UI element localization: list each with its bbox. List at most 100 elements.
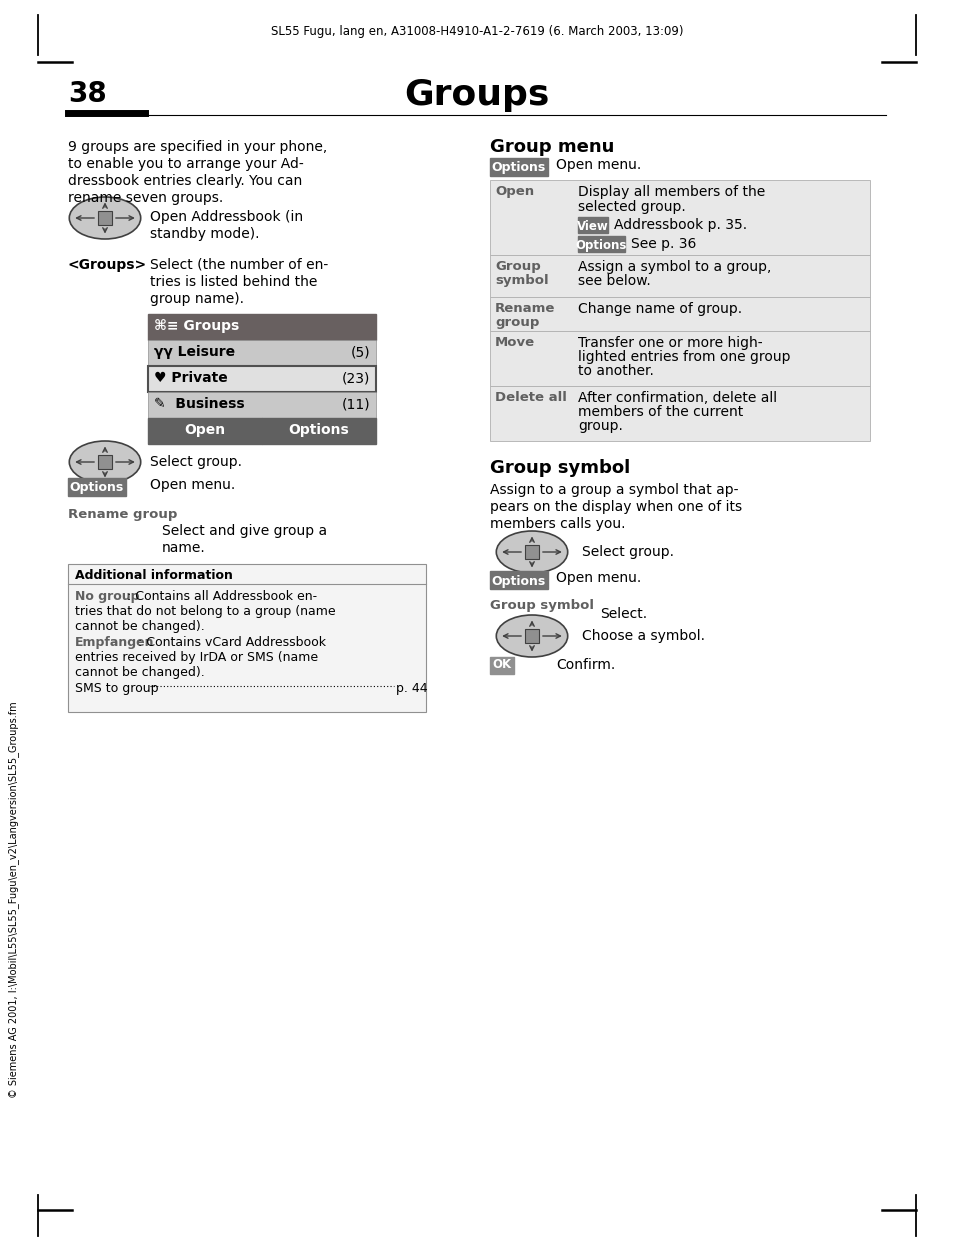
Text: name.: name.	[162, 541, 206, 554]
Text: Group menu: Group menu	[490, 138, 614, 156]
Text: No group: No group	[75, 591, 139, 603]
Text: pears on the display when one of its: pears on the display when one of its	[490, 500, 741, 515]
Text: ♥ Private: ♥ Private	[153, 371, 228, 385]
Text: SL55 Fugu, lang en, A31008-H4910-A1-2-7619 (6. March 2003, 13:09): SL55 Fugu, lang en, A31008-H4910-A1-2-76…	[271, 25, 682, 37]
Text: SMS to group: SMS to group	[75, 682, 158, 695]
Text: group: group	[495, 316, 538, 329]
Text: Select and give group a: Select and give group a	[162, 525, 327, 538]
Text: group name).: group name).	[150, 292, 244, 307]
Text: Empfangen: Empfangen	[75, 635, 154, 649]
Bar	[490, 386, 869, 441]
Bar	[490, 255, 869, 297]
Text: members calls you.: members calls you.	[490, 517, 625, 531]
Text: group.: group.	[578, 419, 622, 434]
Text: Transfer one or more high-: Transfer one or more high-	[578, 336, 761, 350]
Text: See p. 36: See p. 36	[630, 237, 696, 250]
Text: <Groups>: <Groups>	[68, 258, 147, 272]
Text: to enable you to arrange your Ad-: to enable you to arrange your Ad-	[68, 157, 303, 171]
Text: (11): (11)	[341, 397, 370, 411]
Text: : Contains vCard Addressbook: : Contains vCard Addressbook	[138, 635, 326, 649]
Text: 9 groups are specified in your phone,: 9 groups are specified in your phone,	[68, 140, 327, 155]
Text: Change name of group.: Change name of group.	[578, 302, 741, 316]
Text: selected group.: selected group.	[578, 201, 685, 214]
Text: : Contains all Addressbook en-: : Contains all Addressbook en-	[127, 591, 316, 603]
Text: Confirm.: Confirm.	[556, 658, 615, 672]
Ellipse shape	[70, 441, 140, 483]
Bar	[490, 179, 869, 255]
Text: lighted entries from one group: lighted entries from one group	[578, 350, 790, 364]
Text: Assign a symbol to a group,: Assign a symbol to a group,	[578, 260, 771, 274]
Text: Addressbook p. 35.: Addressbook p. 35.	[614, 218, 746, 232]
Text: Open: Open	[184, 422, 225, 437]
Text: tries is listed behind the: tries is listed behind the	[150, 275, 317, 289]
Text: entries received by IrDA or SMS (name: entries received by IrDA or SMS (name	[75, 650, 317, 664]
Bar	[490, 571, 547, 589]
Text: After confirmation, delete all: After confirmation, delete all	[578, 391, 777, 405]
Text: ⌘≡ Groups: ⌘≡ Groups	[153, 319, 239, 333]
Bar	[578, 217, 607, 233]
Text: Groups: Groups	[404, 78, 549, 112]
Ellipse shape	[70, 197, 140, 239]
Text: Display all members of the: Display all members of the	[578, 184, 764, 199]
Bar	[68, 478, 126, 496]
Text: Options: Options	[70, 481, 124, 495]
Text: p. 44: p. 44	[395, 682, 427, 695]
Text: to another.: to another.	[578, 364, 653, 378]
Bar	[98, 211, 112, 226]
Text: members of the current: members of the current	[578, 405, 742, 419]
Text: View: View	[577, 219, 608, 233]
Text: Rename group: Rename group	[68, 508, 177, 521]
Text: symbol: symbol	[495, 274, 548, 287]
Bar	[524, 629, 538, 643]
Text: Options: Options	[492, 574, 545, 588]
Bar	[524, 545, 538, 559]
Text: OK: OK	[492, 658, 511, 672]
Ellipse shape	[496, 616, 567, 657]
Text: © Siemens AG 2001, I:\Mobil\L55\SL55_Fugu\en_v2\Langversion\SL55_Groups.fm: © Siemens AG 2001, I:\Mobil\L55\SL55_Fug…	[9, 701, 19, 1098]
Bar	[148, 392, 375, 417]
Text: Select (the number of en-: Select (the number of en-	[150, 258, 328, 272]
Bar	[148, 366, 375, 392]
Text: Choose a symbol.: Choose a symbol.	[581, 629, 704, 643]
Text: Additional information: Additional information	[75, 569, 233, 582]
Ellipse shape	[496, 531, 567, 573]
Text: Options: Options	[575, 238, 626, 252]
Text: Options: Options	[492, 162, 545, 174]
Text: Group symbol: Group symbol	[490, 459, 630, 477]
Text: Rename: Rename	[495, 302, 555, 315]
Text: Group: Group	[495, 260, 540, 273]
Text: standby mode).: standby mode).	[150, 227, 259, 240]
Text: Open Addressbook (in: Open Addressbook (in	[150, 211, 303, 224]
Bar	[490, 297, 869, 331]
Bar	[148, 340, 375, 366]
Bar	[490, 657, 514, 674]
Bar	[68, 564, 426, 711]
Text: ✎  Business: ✎ Business	[153, 397, 244, 411]
Text: 38: 38	[68, 80, 107, 108]
Text: dressbook entries clearly. You can: dressbook entries clearly. You can	[68, 174, 302, 188]
Text: (23): (23)	[341, 371, 370, 385]
Text: Open menu.: Open menu.	[556, 571, 640, 586]
Text: Open menu.: Open menu.	[150, 478, 235, 492]
Bar	[490, 331, 869, 386]
Text: Options: Options	[289, 422, 349, 437]
Text: rename seven groups.: rename seven groups.	[68, 191, 223, 206]
Bar	[148, 314, 375, 340]
Text: Move: Move	[495, 336, 535, 349]
Bar	[578, 235, 624, 252]
Bar	[148, 417, 262, 444]
Text: see below.: see below.	[578, 274, 650, 288]
Text: Select group.: Select group.	[581, 545, 673, 559]
Text: Open menu.: Open menu.	[556, 158, 640, 172]
Bar	[262, 417, 375, 444]
Bar	[98, 455, 112, 468]
Text: Select group.: Select group.	[150, 455, 242, 468]
Text: cannot be changed).: cannot be changed).	[75, 621, 205, 633]
Text: Delete all: Delete all	[495, 391, 566, 404]
Text: Group symbol: Group symbol	[490, 599, 594, 612]
Text: Assign to a group a symbol that ap-: Assign to a group a symbol that ap-	[490, 483, 738, 497]
Text: Open: Open	[495, 184, 534, 198]
Text: cannot be changed).: cannot be changed).	[75, 667, 205, 679]
Text: γγ Leisure: γγ Leisure	[153, 345, 234, 359]
Text: tries that do not belong to a group (name: tries that do not belong to a group (nam…	[75, 606, 335, 618]
